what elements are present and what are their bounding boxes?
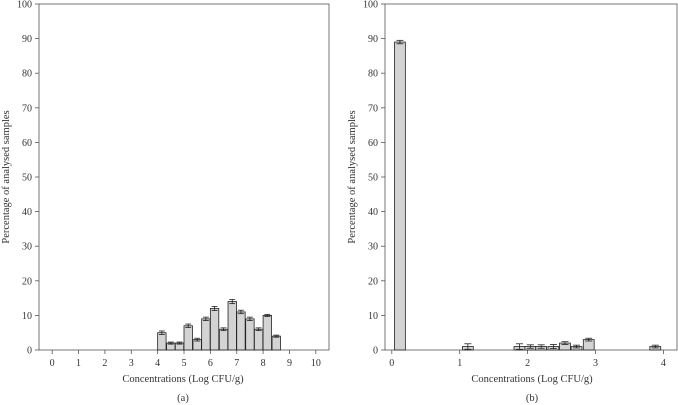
y-tick-label: 50 [368, 173, 378, 184]
x-tick-label: 5 [182, 358, 187, 369]
x-tick-label: 8 [261, 358, 266, 369]
bar [227, 301, 237, 351]
bar [183, 325, 193, 351]
bar [394, 41, 406, 351]
bar [209, 308, 220, 351]
x-tick-label: 0 [50, 358, 55, 369]
x-tick-label: 1 [457, 358, 462, 369]
x-axis-label: Concentrations (Log CFU/g) [471, 374, 593, 385]
y-tick-label: 50 [22, 173, 32, 184]
y-tick-label: 30 [368, 242, 378, 253]
y-tick-label: 100 [17, 0, 32, 11]
panel-a: 0 10 20 30 40 50 60 70 80 90 100 0 1 2 3 4 5 6 7 8 9 10 Concen… [1, 0, 330, 404]
y-tick-label: 0 [27, 346, 32, 357]
y-axis-label: Percentage of analysed samples [347, 110, 358, 243]
x-tick-label: 3 [593, 358, 598, 369]
y-tick-label: 40 [22, 207, 32, 218]
x-tick-label: 4 [155, 358, 160, 369]
bar [253, 328, 264, 351]
bar [262, 314, 272, 351]
y-tick-label: 0 [373, 346, 378, 357]
bar [271, 335, 281, 351]
y-tick-label: 20 [22, 276, 32, 287]
y-tick-label: 20 [368, 276, 378, 287]
x-tick-label: 6 [208, 358, 213, 369]
x-tick-label: 1 [76, 358, 81, 369]
x-tick-label: 10 [311, 358, 321, 369]
x-tick-label: 4 [661, 358, 666, 369]
x-tick-label: 2 [102, 358, 107, 369]
panel-label: (a) [177, 393, 189, 404]
bar [218, 328, 229, 351]
x-tick-label: 0 [389, 358, 394, 369]
y-tick-label: 70 [22, 103, 32, 114]
bar [236, 311, 246, 351]
y-tick-label: 30 [22, 242, 32, 253]
bar [245, 318, 255, 351]
bar [157, 332, 167, 351]
panel-b: 0 10 20 30 40 50 60 70 80 90 100 0 1 2 3 4 Concentration… [347, 0, 678, 404]
y-tick-label: 100 [363, 0, 378, 11]
y-tick-label: 10 [368, 311, 378, 322]
plot-frame-a [38, 3, 330, 351]
y-tick-label: 80 [368, 69, 378, 80]
x-tick-label: 2 [525, 358, 530, 369]
panel-label: (b) [526, 393, 539, 404]
y-tick-label: 10 [22, 311, 32, 322]
y-tick-label: 90 [22, 34, 32, 45]
bar [201, 318, 211, 351]
y-tick-label: 40 [368, 207, 378, 218]
y-tick-label: 60 [368, 138, 378, 149]
x-tick-label: 7 [234, 358, 239, 369]
y-axis-label: Percentage of analysed samples [1, 110, 12, 243]
x-axis-label: Concentrations (Log CFU/g) [122, 374, 244, 385]
y-tick-label: 60 [22, 138, 32, 149]
y-tick-label: 80 [22, 69, 32, 80]
plot-frame-b [384, 3, 678, 351]
y-tick-label: 90 [368, 34, 378, 45]
x-tick-label: 9 [287, 358, 292, 369]
y-tick-label: 70 [368, 103, 378, 114]
x-tick-label: 3 [129, 358, 134, 369]
